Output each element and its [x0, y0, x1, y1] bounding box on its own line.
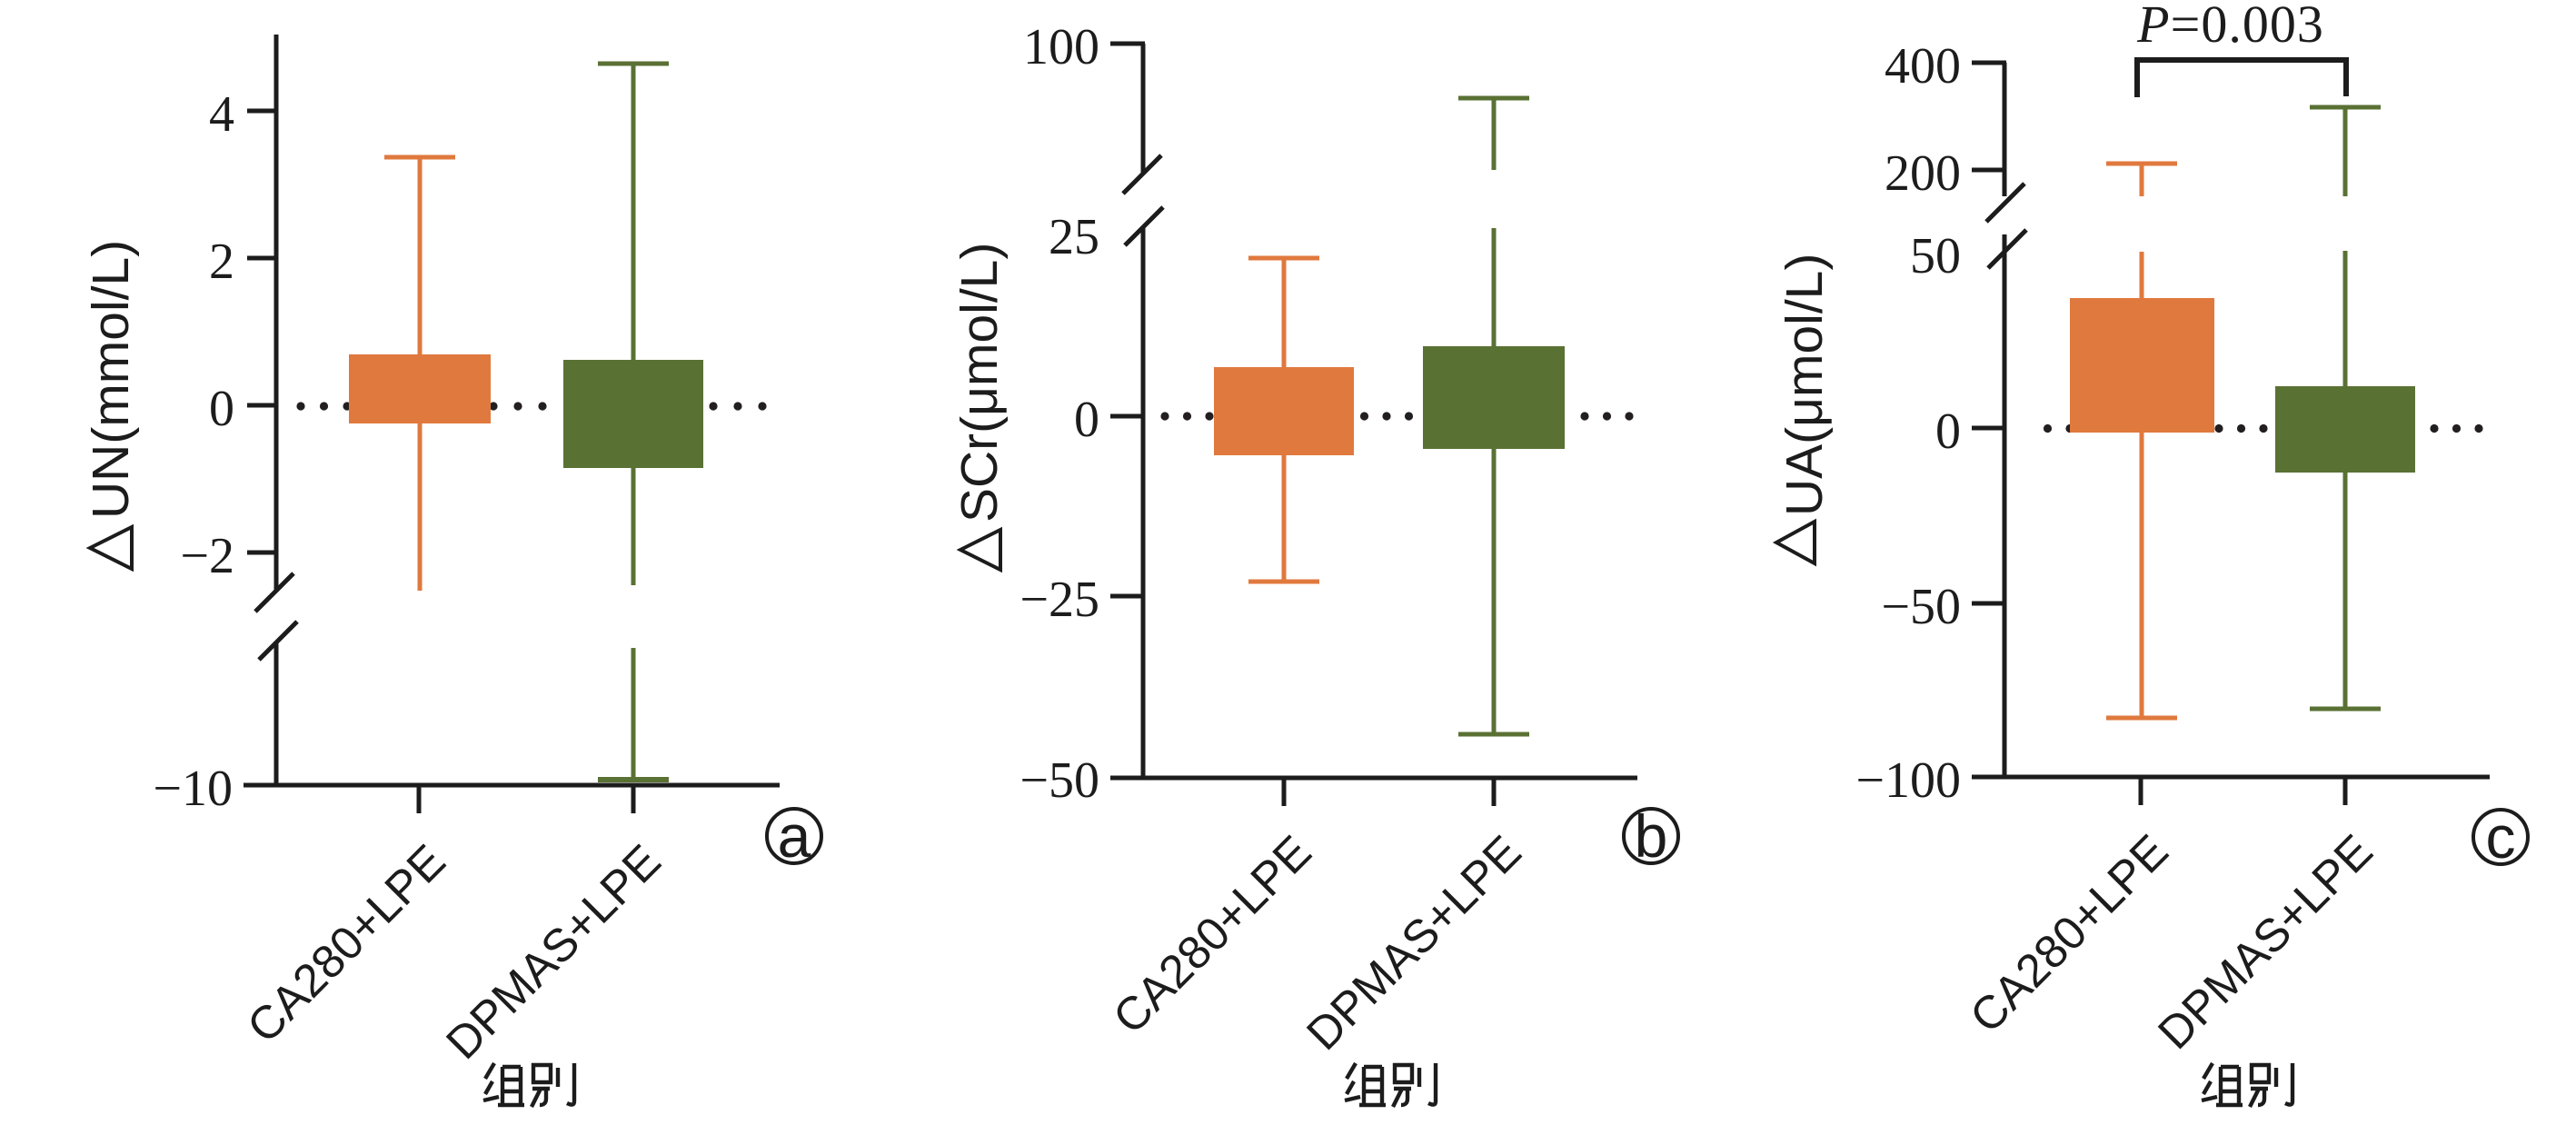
svg-text:−25: −25 — [1019, 572, 1099, 628]
svg-text:a: a — [778, 802, 811, 870]
svg-text:−10: −10 — [153, 761, 233, 817]
svg-text:P=0.003: P=0.003 — [2136, 0, 2324, 54]
svg-text:SCr(μmol/L): SCr(μmol/L) — [950, 243, 1009, 523]
svg-text:b: b — [1635, 802, 1668, 870]
svg-text:2: 2 — [209, 234, 234, 290]
svg-text:0: 0 — [1074, 392, 1099, 448]
svg-text:−2: −2 — [180, 528, 234, 584]
svg-text:c: c — [2486, 803, 2516, 871]
svg-text:−50: −50 — [1019, 752, 1099, 809]
svg-text:50: 50 — [1910, 228, 1961, 284]
svg-text:−50: −50 — [1881, 579, 1961, 635]
svg-text:UN(mmol/L): UN(mmol/L) — [82, 240, 140, 519]
svg-text:0: 0 — [1935, 403, 1961, 460]
svg-text:200: 200 — [1885, 145, 1961, 202]
svg-text:400: 400 — [1885, 38, 1961, 95]
svg-text:100: 100 — [1023, 19, 1099, 75]
svg-text:0: 0 — [209, 381, 234, 437]
svg-text:UA(μmol/L): UA(μmol/L) — [1775, 254, 1834, 516]
svg-text:4: 4 — [209, 86, 234, 143]
svg-text:−100: −100 — [1855, 752, 1961, 809]
svg-text:25: 25 — [1049, 209, 1099, 265]
